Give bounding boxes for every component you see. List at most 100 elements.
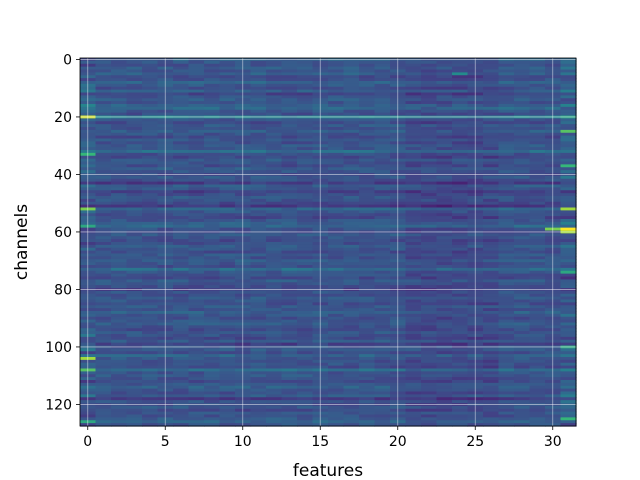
- heatmap-cell: [452, 374, 469, 378]
- heatmap-cell: [436, 170, 453, 174]
- heatmap-cell: [529, 397, 546, 401]
- heatmap-cell: [250, 290, 267, 295]
- heatmap-cell: [436, 161, 453, 165]
- heatmap-cell: [452, 170, 469, 174]
- heatmap-cell: [173, 313, 190, 318]
- heatmap-cell: [514, 127, 531, 131]
- heatmap-cell: [281, 408, 298, 413]
- heatmap-cell: [405, 86, 422, 91]
- heatmap-cell: [173, 135, 190, 140]
- heatmap-cell: [281, 316, 298, 321]
- heatmap-cell: [436, 227, 453, 232]
- heatmap-cell: [452, 78, 469, 82]
- heatmap-cell: [343, 371, 360, 375]
- heatmap-cell: [204, 388, 221, 393]
- heatmap-cell: [219, 342, 236, 347]
- heatmap-cell: [359, 311, 376, 315]
- heatmap-cell: [281, 161, 298, 165]
- heatmap-cell: [266, 69, 283, 73]
- heatmap-cell: [219, 178, 236, 183]
- heatmap-cell: [529, 178, 546, 183]
- heatmap-cell: [297, 423, 314, 427]
- heatmap-cell: [359, 362, 376, 367]
- heatmap-cell: [498, 138, 515, 142]
- heatmap-cell: [142, 334, 159, 338]
- heatmap-cell: [374, 267, 391, 272]
- heatmap-cell: [142, 167, 159, 171]
- heatmap-cell: [204, 405, 221, 410]
- heatmap-cell: [374, 147, 391, 151]
- heatmap-cell: [498, 190, 515, 194]
- heatmap-cell: [204, 336, 221, 341]
- heatmap-cell: [560, 423, 577, 427]
- heatmap-cell: [529, 78, 546, 82]
- heatmap-cell: [483, 170, 500, 174]
- heatmap-cell: [126, 98, 143, 102]
- heatmap-cell: [483, 198, 500, 203]
- heatmap-cell: [188, 196, 205, 200]
- heatmap-cell: [250, 236, 267, 240]
- heatmap-cell: [514, 259, 531, 263]
- heatmap-cell: [219, 305, 236, 309]
- heatmap-cell: [297, 138, 314, 142]
- heatmap-cell: [297, 92, 314, 96]
- heatmap-cell: [111, 66, 128, 71]
- heatmap-cell: [498, 414, 515, 418]
- heatmap-cell: [297, 319, 314, 324]
- heatmap-cell: [126, 175, 143, 180]
- heatmap-cell: [266, 273, 283, 278]
- heatmap-cell: [436, 377, 453, 381]
- heatmap-cell: [250, 267, 267, 272]
- heatmap-cell: [560, 325, 577, 329]
- heatmap-cell: [95, 155, 112, 160]
- heatmap-cell: [452, 184, 469, 188]
- heatmap-cell: [297, 394, 314, 398]
- heatmap-cell: [219, 365, 236, 370]
- heatmap-cell: [111, 221, 128, 226]
- heatmap-cell: [188, 239, 205, 243]
- heatmap-cell: [452, 187, 469, 191]
- heatmap-cell: [188, 267, 205, 272]
- heatmap-cell: [560, 216, 577, 220]
- heatmap-cell: [188, 198, 205, 203]
- heatmap-cell: [560, 417, 577, 421]
- heatmap-cell: [452, 365, 469, 370]
- heatmap-cell: [111, 75, 128, 79]
- heatmap-cell: [529, 190, 546, 194]
- y-tick-label: 80: [54, 282, 72, 298]
- heatmap-cell: [111, 296, 128, 301]
- heatmap-cell: [297, 181, 314, 186]
- heatmap-cell: [560, 167, 577, 171]
- heatmap-cell: [421, 308, 438, 312]
- heatmap-cell: [421, 233, 438, 237]
- heatmap-cell: [95, 299, 112, 303]
- heatmap-cell: [483, 342, 500, 347]
- heatmap-cell: [421, 158, 438, 163]
- heatmap-cell: [95, 362, 112, 367]
- heatmap-cell: [343, 187, 360, 191]
- heatmap-cell: [498, 380, 515, 384]
- heatmap-cell: [188, 167, 205, 171]
- heatmap-cell: [483, 98, 500, 102]
- heatmap-cell: [297, 164, 314, 168]
- heatmap-cell: [281, 296, 298, 301]
- heatmap-cell: [436, 362, 453, 367]
- heatmap-cell: [343, 362, 360, 367]
- heatmap-cell: [126, 273, 143, 278]
- heatmap-cell: [421, 293, 438, 298]
- x-tick-label: 30: [544, 434, 562, 450]
- heatmap-cell: [374, 368, 391, 372]
- heatmap-cell: [328, 374, 345, 378]
- heatmap-cell: [95, 253, 112, 257]
- heatmap-cell: [343, 236, 360, 240]
- heatmap-cell: [204, 253, 221, 257]
- heatmap-cell: [328, 86, 345, 91]
- heatmap-cell: [374, 342, 391, 347]
- heatmap-cell: [95, 190, 112, 194]
- heatmap-cell: [374, 83, 391, 88]
- heatmap-cell: [204, 351, 221, 355]
- heatmap-cell: [374, 198, 391, 203]
- heatmap-cell: [297, 411, 314, 416]
- heatmap-cell: [560, 262, 577, 266]
- heatmap-cell: [529, 124, 546, 128]
